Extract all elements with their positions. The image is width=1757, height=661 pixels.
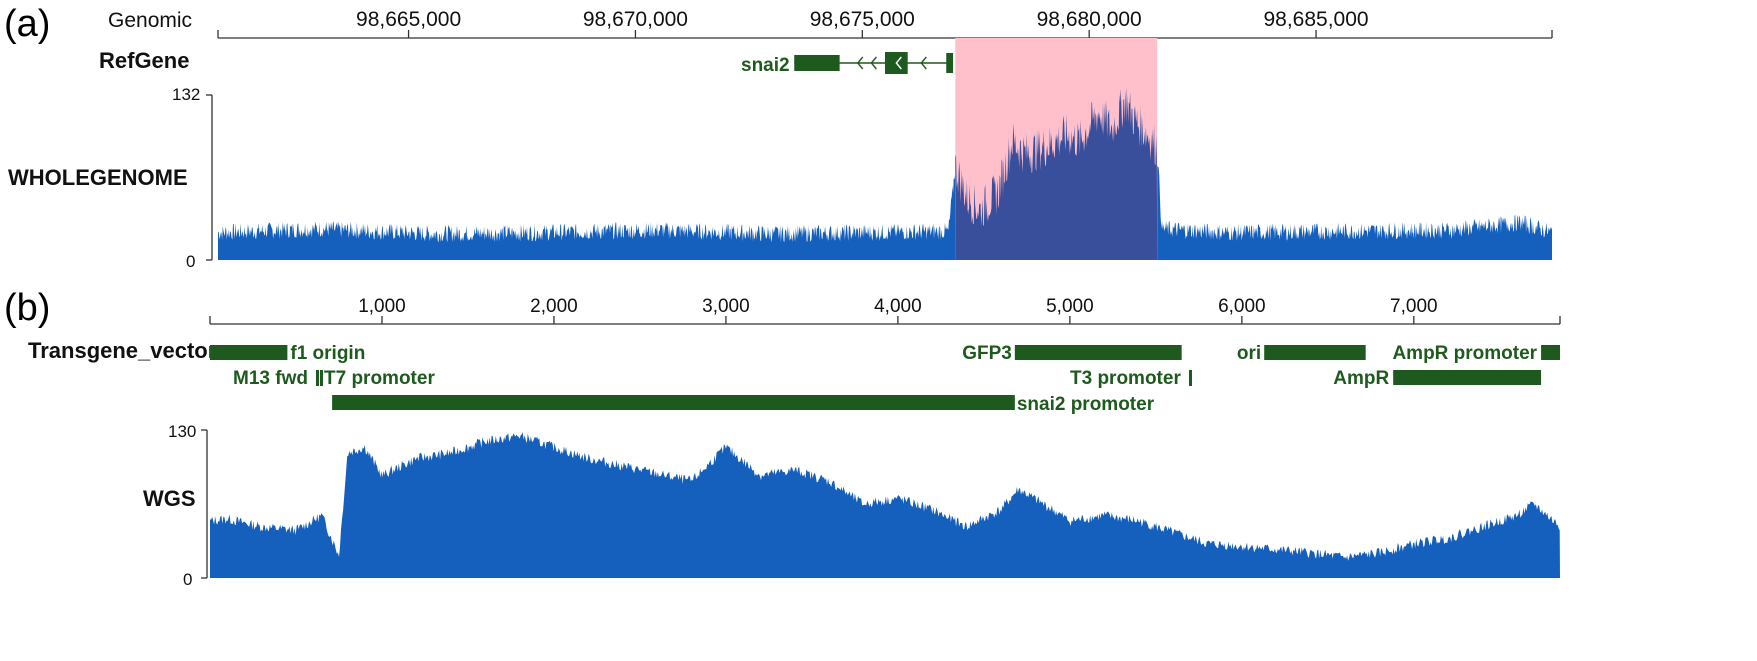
panel-b-ymin-label: 0 [183, 570, 192, 589]
panel-b-ymax-label: 130 [168, 422, 196, 441]
panel-b-y-axis: 130 0 [168, 422, 208, 589]
feature-bar [210, 345, 288, 360]
wgs-coverage [210, 432, 1560, 578]
panel-a-tick-label: 98,685,000 [1263, 8, 1368, 31]
wgs-coverage-area [210, 432, 1560, 578]
feature-bar [1264, 345, 1366, 360]
panel-a-ymin-label: 0 [186, 252, 195, 271]
feature-label: AmpR [1333, 368, 1389, 389]
wholegenome-coverage-left [218, 175, 956, 260]
panel-b-tick-label: 3,000 [702, 296, 750, 317]
genomic-axis-label: Genomic [108, 9, 192, 32]
feature-marker [316, 370, 319, 386]
panel-b-tick-label: 4,000 [874, 296, 922, 317]
feature-label: ori [1237, 343, 1261, 364]
panel-a-y-axis: 132 0 [172, 85, 213, 271]
strand-arrow-icon [856, 56, 864, 70]
wgs-track-label: WGS [143, 486, 196, 511]
refgene-track-label: RefGene [99, 48, 189, 73]
panel-b-x-axis: 1,000 2,000 3,000 4,000 5,000 6,000 7,000 [209, 296, 1561, 325]
vector-features: f1 origin M13 fwd T7 promoter snai2 promote… [210, 343, 1560, 415]
strand-arrow-icon [895, 56, 902, 70]
transgene-vector-track-label: Transgene_vector [28, 338, 217, 363]
wholegenome-coverage-right [1157, 165, 1552, 260]
wholegenome-track-label: WHOLEGENOME [8, 165, 188, 190]
feature-label: AmpR promoter [1392, 343, 1537, 364]
feature-bar [1393, 370, 1542, 385]
snai2-exon [946, 53, 954, 73]
feature-bar [1541, 345, 1560, 360]
panel-b-tick-label: 1,000 [358, 296, 406, 317]
snai2-exon [794, 55, 840, 71]
feature-marker [1189, 370, 1192, 386]
panel-a-x-axis: 98,665,000 98,670,000 98,675,000 98,680,000… [217, 8, 1553, 39]
strand-arrow-icon [870, 56, 877, 70]
feature-label: M13 fwd [233, 368, 308, 389]
wholegenome-coverage-highlighted [955, 87, 1158, 261]
feature-label: T3 promoter [1070, 368, 1181, 389]
feature-label: snai2 promoter [1017, 394, 1155, 415]
panel-b-tick-label: 7,000 [1390, 296, 1438, 317]
feature-marker [320, 370, 323, 386]
feature-label: T7 promoter [324, 368, 435, 389]
feature-bar [1014, 345, 1182, 360]
panel-a-tick-label: 98,670,000 [583, 8, 688, 31]
panel-a-label: (a) [4, 3, 50, 45]
feature-label: GFP3 [962, 343, 1012, 364]
wholegenome-coverage [218, 87, 1552, 261]
panel-b-tick-label: 5,000 [1046, 296, 1094, 317]
panel-b-tick-label: 6,000 [1218, 296, 1266, 317]
panel-a-tick-label: 98,665,000 [356, 8, 461, 31]
feature-bar [332, 395, 1015, 410]
feature-label: f1 origin [290, 343, 365, 364]
strand-arrow-icon [920, 56, 927, 70]
snai2-gene-model [794, 52, 954, 74]
panel-a-tick-label: 98,675,000 [810, 8, 915, 31]
panel-a-ymax-label: 132 [172, 85, 200, 104]
snai2-gene-label: snai2 [741, 55, 790, 76]
panel-b-label: (b) [4, 287, 50, 329]
panel-b-tick-label: 2,000 [530, 296, 578, 317]
panel-a-tick-label: 98,680,000 [1037, 8, 1142, 31]
